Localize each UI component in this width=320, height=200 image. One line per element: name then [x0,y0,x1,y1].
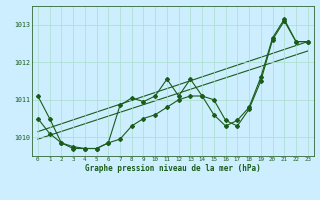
X-axis label: Graphe pression niveau de la mer (hPa): Graphe pression niveau de la mer (hPa) [85,164,261,173]
